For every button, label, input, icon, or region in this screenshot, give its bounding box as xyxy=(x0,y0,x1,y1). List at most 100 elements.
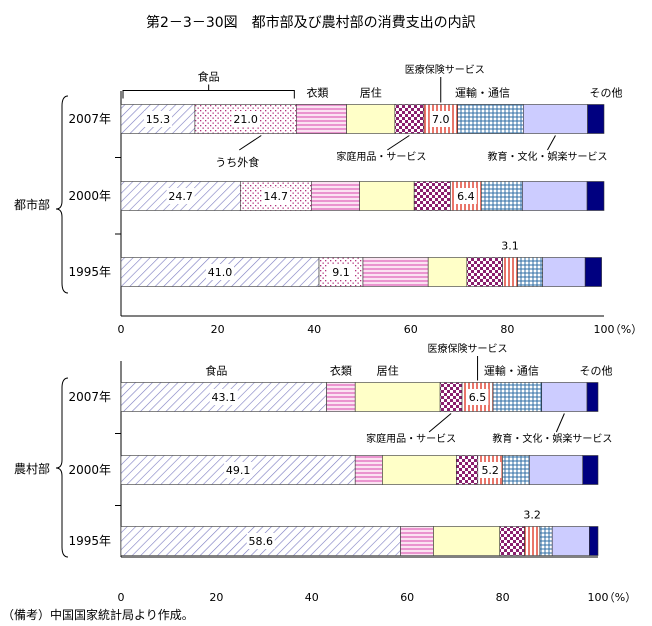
data-label-bg xyxy=(261,188,290,204)
x-axis-unit: （%） xyxy=(604,591,636,604)
data-label: 14.7 xyxy=(264,190,289,203)
category-label: 1995年 xyxy=(68,534,111,548)
series-label: 衣類 xyxy=(330,364,352,378)
bar-segment-housing xyxy=(382,455,457,485)
bar-segment-education xyxy=(551,526,590,556)
category-label: 2000年 xyxy=(68,189,111,203)
category-label: 2007年 xyxy=(68,112,111,126)
bar-segment-housing xyxy=(359,181,415,211)
series-label: うち外食 xyxy=(215,155,259,169)
x-tick-label: 80 xyxy=(496,591,510,604)
bar-segment-household xyxy=(499,526,525,556)
bar-segment-housing xyxy=(427,257,468,287)
bar-segment-education xyxy=(542,257,586,287)
panel-brace xyxy=(55,377,69,558)
series-label: 医療保険サービス xyxy=(428,342,508,355)
bar-segment-household xyxy=(439,382,463,412)
data-label: 43.1 xyxy=(212,391,237,404)
data-label-bg xyxy=(466,389,489,405)
series-label: 食品 xyxy=(198,70,220,84)
bar-segment-other xyxy=(584,257,602,287)
footnote: （備考）中国国家統計局より作成。 xyxy=(2,608,194,622)
bar-segment-clothing xyxy=(326,382,356,412)
bar-segment-transport xyxy=(517,257,543,287)
bar-segment-other xyxy=(582,455,599,485)
leader-line xyxy=(238,135,262,151)
data-label-bg xyxy=(429,111,452,127)
bar-segment-household xyxy=(394,104,425,134)
x-tick-label: 100 xyxy=(594,323,615,336)
series-label: 家庭用品・サービス xyxy=(336,150,426,163)
bar-segment-education xyxy=(522,181,588,211)
series-label: 家庭用品・サービス xyxy=(366,432,456,445)
data-label: 9.1 xyxy=(332,266,350,279)
category-label: 2000年 xyxy=(68,463,111,477)
bar-segment-transport xyxy=(502,455,530,485)
series-label: その他 xyxy=(580,365,613,378)
bar-segment-housing xyxy=(346,104,396,134)
data-label: 3.2 xyxy=(523,509,541,522)
x-tick-label: 20 xyxy=(211,323,225,336)
series-label: 居住 xyxy=(360,86,382,100)
bar-segment-clothing xyxy=(311,181,360,211)
bar-segment-transport xyxy=(481,181,523,211)
series-label: その他 xyxy=(590,87,623,100)
x-tick-label: 40 xyxy=(307,323,321,336)
data-label: 49.1 xyxy=(226,464,251,477)
data-label-bg xyxy=(327,264,356,280)
leader-line xyxy=(428,413,452,433)
leader-line xyxy=(387,135,410,151)
bar-segment-clothing xyxy=(354,455,383,485)
bar-segment-education xyxy=(523,104,588,134)
bar-segment-clothing xyxy=(362,257,429,287)
bar-segment-clothing xyxy=(296,104,347,134)
data-label-bg xyxy=(231,111,260,127)
category-label: 1995年 xyxy=(68,265,111,279)
data-label-bg xyxy=(454,188,477,204)
bar-segment-household xyxy=(456,455,479,485)
x-tick-label: 60 xyxy=(400,591,414,604)
bar-segment-education xyxy=(529,455,584,485)
x-tick-label: 0 xyxy=(118,323,125,336)
series-label: 医療保険サービス xyxy=(405,63,485,76)
food-bracket xyxy=(122,84,295,99)
x-tick-label: 20 xyxy=(209,591,223,604)
data-label: 7.0 xyxy=(432,113,450,126)
data-label-bg xyxy=(479,462,502,478)
bar-segment-transport xyxy=(539,526,553,556)
series-label: 教育・文化・娯楽サービス xyxy=(487,150,607,163)
panel-brace xyxy=(55,95,69,294)
data-label-bg xyxy=(224,462,253,478)
data-label-bg xyxy=(209,389,238,405)
bar-segment-household xyxy=(413,181,451,211)
category-label: 2007年 xyxy=(68,390,111,404)
bar-segment-medical xyxy=(502,257,518,287)
data-label: 21.0 xyxy=(233,113,258,126)
bar-segment-other xyxy=(586,382,599,412)
data-label: 15.3 xyxy=(146,113,171,126)
data-label: 24.7 xyxy=(168,190,193,203)
series-label: 教育・文化・娯楽サービス xyxy=(492,432,612,445)
data-label-bg xyxy=(206,264,235,280)
data-label: 6.4 xyxy=(457,190,475,203)
bar-segment-transport xyxy=(492,382,543,412)
bar-segment-other xyxy=(589,526,599,556)
bar-segment-education xyxy=(541,382,588,412)
data-label: 5.2 xyxy=(481,464,499,477)
series-label: 運輸・通信 xyxy=(455,86,510,100)
data-label: 41.0 xyxy=(208,266,233,279)
series-label: 衣類 xyxy=(306,86,328,100)
x-tick-label: 80 xyxy=(500,323,514,336)
data-label: 6.5 xyxy=(469,391,487,404)
bar-segment-other xyxy=(587,104,605,134)
series-label: 居住 xyxy=(377,364,399,378)
data-label-bg xyxy=(166,188,195,204)
panel-label: 都市部 xyxy=(14,197,50,212)
bar-segment-medical xyxy=(524,526,541,556)
data-label: 3.1 xyxy=(501,240,519,253)
bar-segment-housing xyxy=(433,526,501,556)
x-tick-label: 40 xyxy=(305,591,319,604)
bar-segment-other xyxy=(586,181,605,211)
x-tick-label: 60 xyxy=(404,323,418,336)
